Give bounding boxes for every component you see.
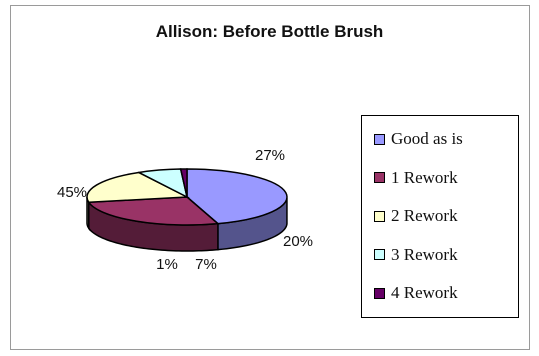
legend-item-good-as-is: Good as is	[374, 128, 463, 150]
pie-slice-2-rework	[86, 171, 190, 204]
chart-title: Allison: Before Bottle Brush	[155, 22, 384, 41]
legend-label: Good as is	[391, 129, 463, 148]
pie-tops	[86, 168, 288, 226]
pie-slice-4-rework	[179, 168, 188, 198]
legend-swatch	[374, 133, 385, 145]
legend-swatch	[374, 210, 385, 222]
legend-item-4-rework: 4 Rework	[374, 282, 458, 304]
pie-labels: 45% 27% 20% 7% 1%	[57, 147, 313, 273]
legend-swatch	[374, 249, 385, 260]
legend-swatch	[374, 287, 385, 299]
legend-label: 1 Rework	[391, 167, 458, 187]
legend-item-2-rework: 2 Rework	[374, 205, 458, 227]
pie-sides	[86, 196, 288, 252]
pie-slice-1-rework	[87, 196, 220, 226]
data-label-3-rework: 7%	[195, 256, 217, 273]
legend-swatch	[374, 172, 385, 183]
legend-item-3-rework: 3 Rework	[374, 244, 458, 266]
pie-slice-good-as-is	[186, 168, 288, 225]
data-label-4-rework: 1%	[156, 256, 178, 273]
data-label-good-as-is: 45%	[57, 184, 87, 201]
data-label-1-rework: 27%	[255, 147, 285, 164]
legend-item-1-rework: 1 Rework	[374, 167, 458, 189]
legend: Good as is 1 Rework 2 Rework 3 Rework 4 Rewo…	[361, 115, 519, 318]
data-label-2-rework: 20%	[283, 233, 313, 250]
legend-label: 4 Rework	[391, 283, 458, 302]
legend-label: 3 Rework	[391, 244, 458, 264]
legend-label: 2 Rework	[391, 206, 458, 225]
